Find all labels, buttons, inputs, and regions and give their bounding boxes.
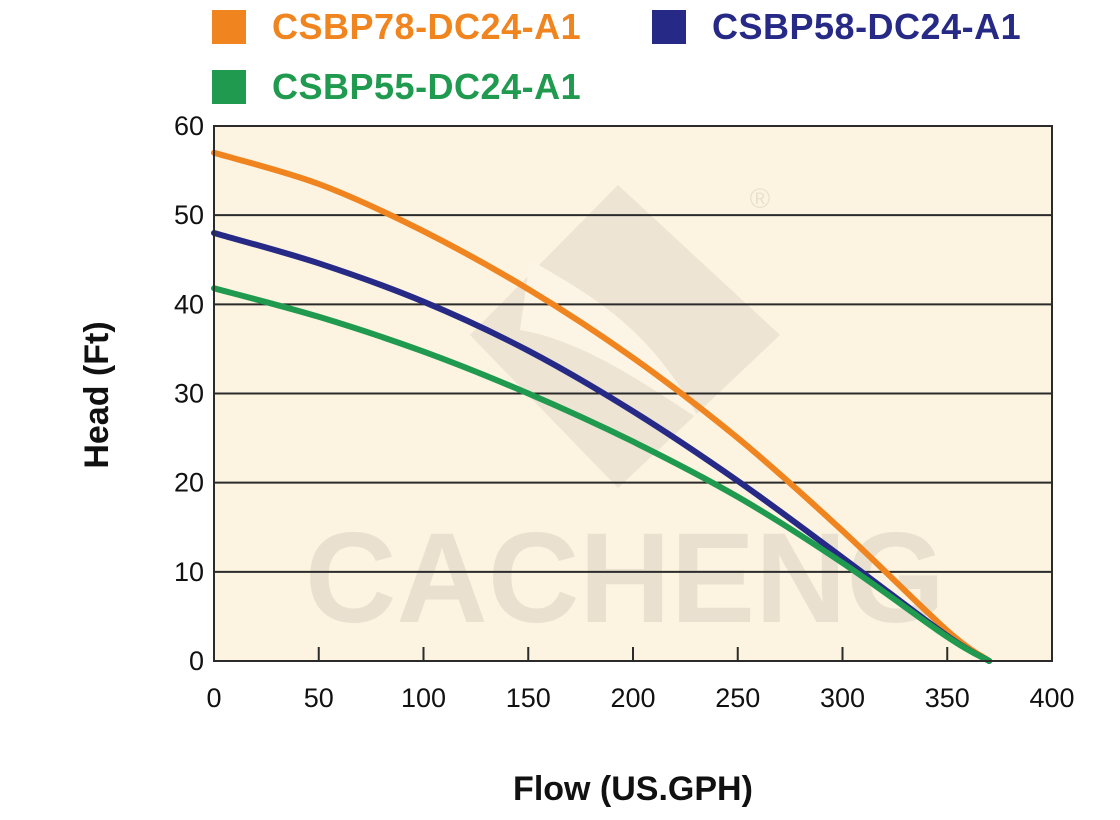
x-tick-label-200: 200: [610, 683, 655, 713]
x-tick-label-100: 100: [401, 683, 446, 713]
series-lines: [211, 149, 993, 664]
x-tick-label-0: 0: [206, 683, 221, 713]
legend-label-csbp78: CSBP78-DC24-A1: [272, 6, 582, 47]
watermark-diamond-shape: [470, 185, 780, 488]
y-tick-label-40: 40: [174, 289, 204, 319]
x-tick-label-350: 350: [925, 683, 970, 713]
legend-item-csbp78: CSBP78-DC24-A1: [212, 6, 581, 48]
y-tick-label-20: 20: [174, 468, 204, 498]
y-axis-title: Head (Ft): [78, 321, 116, 468]
y-tick-label-30: 30: [174, 379, 204, 409]
x-tick-label-50: 50: [304, 683, 334, 713]
x-tick-label-300: 300: [820, 683, 865, 713]
legend-swatch-csbp58: [652, 10, 686, 44]
legend-item-csbp55: CSBP55-DC24-A1: [212, 66, 581, 108]
legend-swatch-csbp55: [212, 70, 246, 104]
x-axis-ticks: 0 50 100 150 200 250 300 350 400: [206, 647, 1075, 713]
plot-frame: [213, 125, 1053, 662]
x-tick-label-250: 250: [715, 683, 760, 713]
y-tick-label-10: 10: [174, 557, 204, 587]
x-tick-label-400: 400: [1029, 683, 1074, 713]
y-tick-label-0: 0: [189, 646, 204, 676]
legend-label-csbp55: CSBP55-DC24-A1: [272, 66, 582, 107]
series-line-csbp78-dc24-a1: [211, 149, 993, 664]
legend-label-csbp58: CSBP58-DC24-A1: [712, 6, 1022, 47]
watermark-text: CACHENG: [305, 507, 945, 650]
series-line-csbp55-dc24-a1: [211, 285, 993, 664]
y-tick-label-60: 60: [174, 111, 204, 141]
x-tick-label-150: 150: [506, 683, 551, 713]
y-axis-ticks: 0 10 20 30 40 50 60: [174, 111, 204, 676]
x-axis-title: Flow (US.GPH): [513, 770, 753, 808]
watermark-registered-mark: ®: [750, 183, 771, 214]
legend-swatch-csbp78: [212, 10, 246, 44]
y-tick-label-50: 50: [174, 200, 204, 230]
legend-item-csbp58: CSBP58-DC24-A1: [652, 6, 1021, 48]
